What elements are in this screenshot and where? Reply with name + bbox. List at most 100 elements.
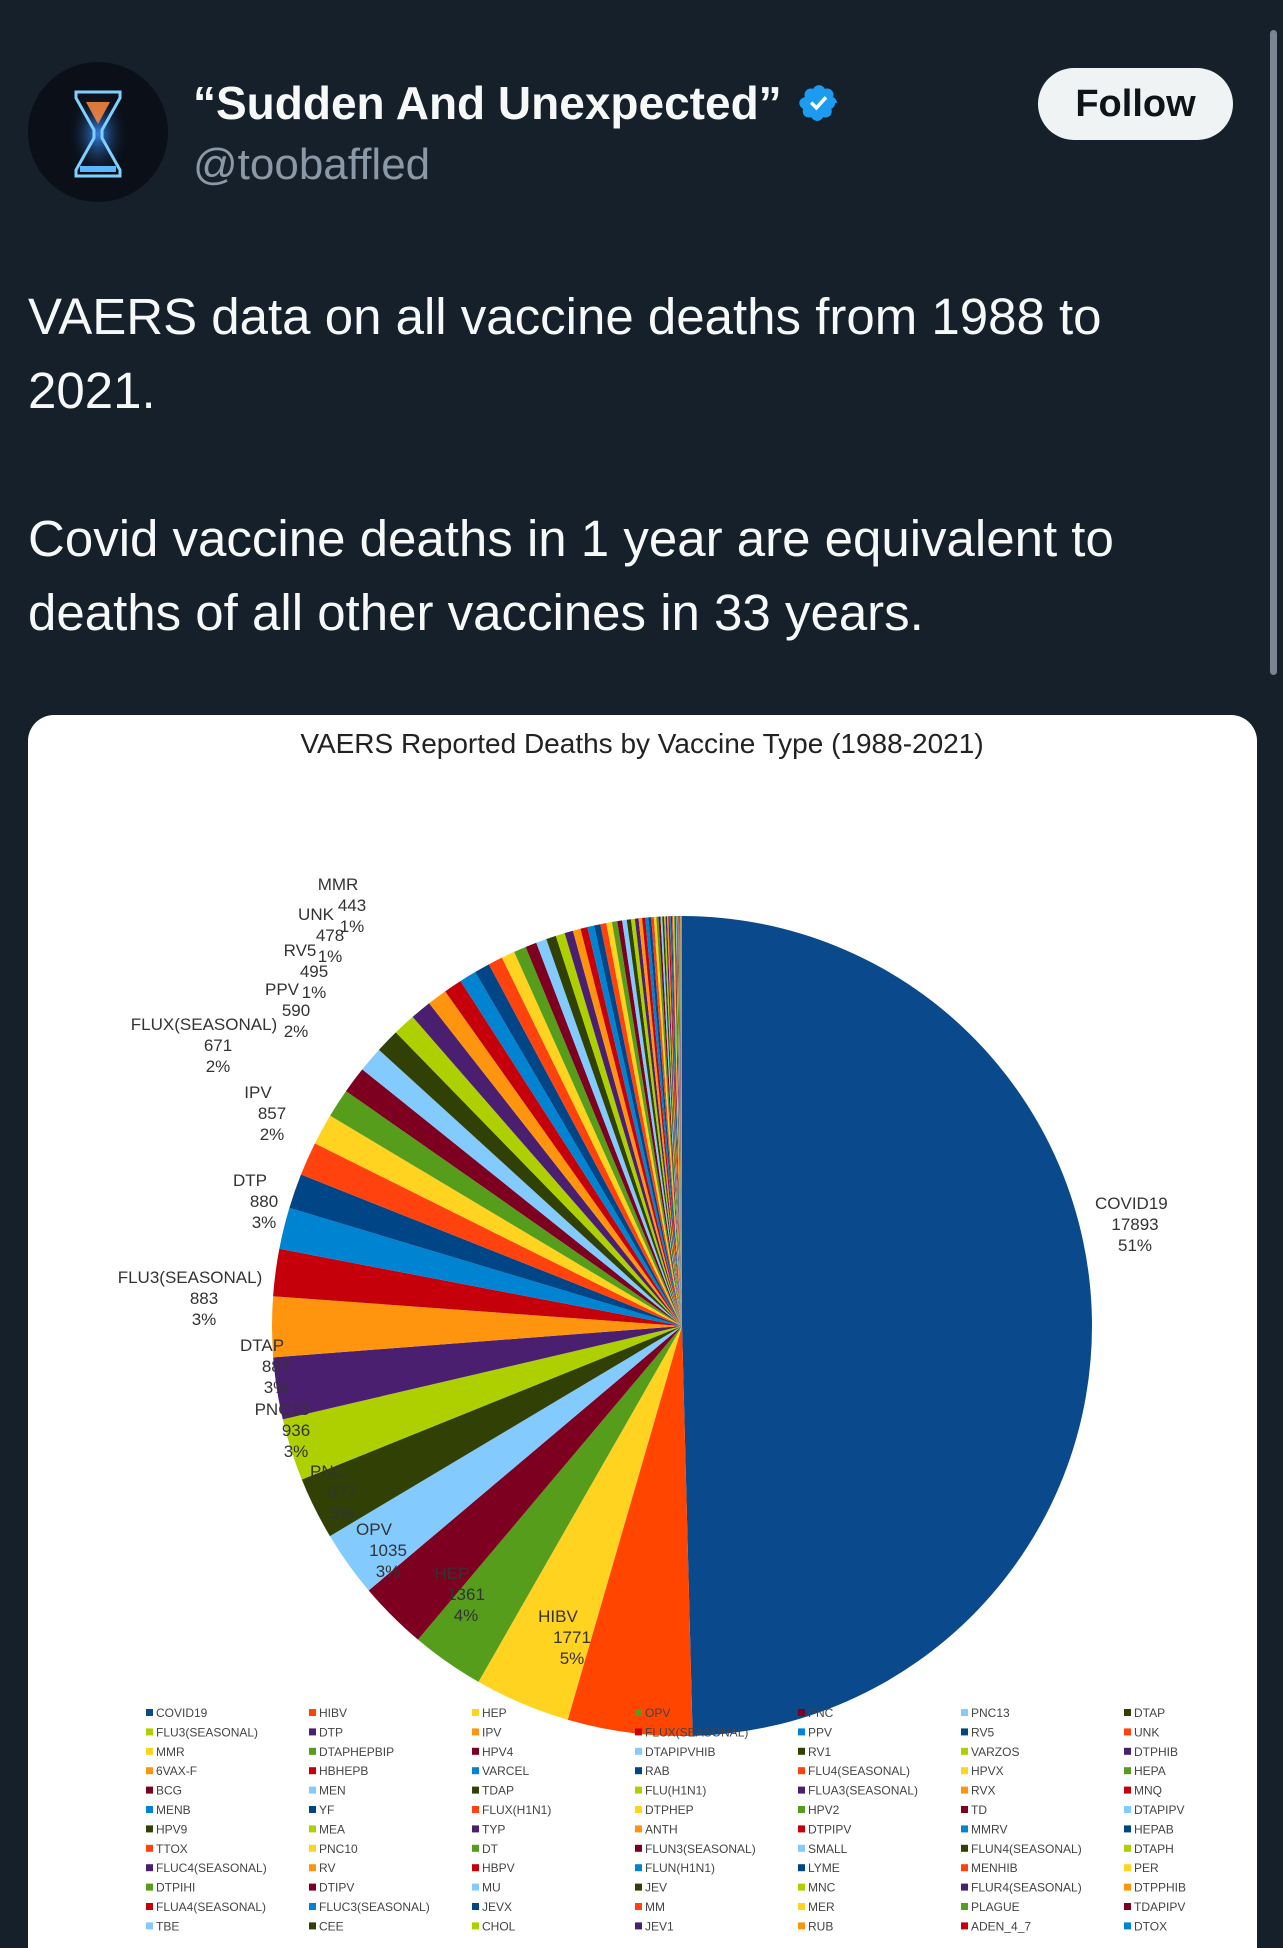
pie-slice-fluc3-seasonal- (679, 916, 682, 1326)
legend-label: HEPAB (1134, 1822, 1174, 1836)
slice-label-flux-seasonal-: FLUX(SEASONAL) 671 2% (131, 1015, 277, 1076)
slice-label-flu3-seasonal-: FLU3(SEASONAL) 883 3% (118, 1268, 263, 1329)
pie-slice-dtaph (664, 916, 682, 1326)
pie-slice-menhib (672, 916, 682, 1326)
legend-label: FLUC3(SEASONAL) (319, 1900, 430, 1914)
legend-label: HPV2 (808, 1803, 840, 1817)
avatar[interactable] (28, 62, 168, 202)
pie-slice-varcel (460, 972, 682, 1326)
pie-slice-hpvx (501, 951, 682, 1326)
legend-swatch (472, 1709, 479, 1716)
pie-slice-hpv9 (626, 919, 682, 1326)
legend-swatch (146, 1922, 153, 1930)
legend-swatch (961, 1883, 968, 1891)
page-scrollbar[interactable] (1270, 30, 1277, 675)
legend-swatch (961, 1844, 968, 1852)
legend-swatch (472, 1883, 479, 1891)
legend-label: DTAPIPVHIB (645, 1745, 715, 1759)
legend-swatch (146, 1709, 153, 1716)
legend-swatch (309, 1709, 316, 1716)
legend-label: MMR (156, 1745, 185, 1759)
legend-label: HIBV (319, 1706, 347, 1720)
legend-label: FLUC4(SEASONAL) (156, 1861, 267, 1875)
pie-slice-tdapipv (681, 916, 682, 1326)
legend-label: CHOL (482, 1919, 516, 1933)
slice-label-hep: HEP 1361 4% (435, 1564, 485, 1625)
legend-label: HPV4 (482, 1745, 514, 1759)
pie-slice-flun-h1n1- (669, 916, 682, 1326)
pie-slice-td (617, 920, 682, 1326)
legend-swatch (309, 1922, 316, 1930)
pie-slice-rv (667, 916, 682, 1326)
slice-label-opv: OPV 1035 3% (356, 1520, 407, 1581)
pie-slice-lyme (670, 916, 682, 1326)
legend-label: DTAPH (1134, 1842, 1174, 1856)
legend-swatch (635, 1786, 642, 1794)
pie-slice-hepab (648, 917, 682, 1326)
pie-slice-opv (417, 1326, 682, 1682)
legend-swatch (798, 1709, 805, 1716)
legend-swatch (1124, 1883, 1131, 1891)
pie-slice-6vax-f (429, 991, 682, 1326)
pie-slice-ipv (272, 1296, 682, 1358)
pie-slice-jevx (679, 916, 682, 1326)
follow-button[interactable]: Follow (1038, 68, 1233, 140)
legend-label: PNC (808, 1706, 834, 1720)
legend-swatch (961, 1728, 968, 1736)
legend-swatch (961, 1864, 968, 1872)
legend-swatch (472, 1747, 479, 1755)
legend-swatch (472, 1767, 479, 1775)
legend-label: HPVX (971, 1764, 1004, 1778)
pie-slice-mmrv (645, 917, 682, 1326)
pie-slice-flu-h1n1- (555, 933, 682, 1326)
pie-slice-plague (680, 916, 682, 1326)
pie-slice-mm (680, 916, 682, 1326)
legend-swatch (798, 1747, 805, 1755)
legend-label: FLUA4(SEASONAL) (156, 1900, 266, 1914)
pie-slice-pnc (368, 1326, 682, 1640)
legend-swatch (961, 1767, 968, 1775)
legend-label: DTPHIB (1134, 1745, 1178, 1759)
legend-label: CEE (319, 1919, 344, 1933)
legend-swatch (1124, 1825, 1131, 1833)
legend-swatch (798, 1767, 805, 1775)
pie-slice-typ (634, 918, 682, 1326)
legend-label: DTAPIPV (1134, 1803, 1184, 1817)
tweet-media-chart[interactable]: VAERS Reported Deaths by Vaccine Type (1… (28, 715, 1257, 1948)
legend-label: TD (971, 1803, 987, 1817)
pie-slice-flux-seasonal- (273, 1248, 682, 1326)
legend-swatch (1124, 1728, 1131, 1736)
pie-slice-jev (676, 916, 682, 1326)
slice-label-dtp: DTP 880 3% (233, 1171, 278, 1232)
pie-slice-hep (478, 1326, 682, 1720)
legend-swatch (472, 1786, 479, 1794)
legend-swatch (309, 1844, 316, 1852)
legend-label: MNQ (1134, 1784, 1162, 1798)
pie-slice-hbhepb (445, 980, 682, 1326)
legend-swatch (635, 1747, 642, 1755)
legend-swatch (635, 1883, 642, 1891)
user-handle[interactable]: @toobaffled (193, 140, 431, 189)
legend-swatch (309, 1883, 316, 1891)
legend-label: FLUX(SEASONAL) (645, 1725, 748, 1739)
legend-label: TDAPIPV (1134, 1900, 1185, 1914)
legend-swatch (1124, 1844, 1131, 1852)
legend-swatch (472, 1806, 479, 1813)
pie-slice-dtphib (412, 1003, 682, 1326)
legend-swatch (798, 1883, 805, 1891)
legend-swatch (635, 1922, 642, 1930)
legend-label: MEA (319, 1822, 345, 1836)
pie-slice-per (673, 916, 682, 1326)
pie-slice-flun4-seasonal- (662, 916, 682, 1326)
legend-label: FLUR4(SEASONAL) (971, 1881, 1082, 1895)
legend-label: FLU3(SEASONAL) (156, 1725, 258, 1739)
legend-label: DTPIHI (156, 1881, 195, 1895)
legend-swatch (309, 1903, 316, 1910)
legend-label: FLUN4(SEASONAL) (971, 1842, 1082, 1856)
legend-swatch (472, 1728, 479, 1736)
legend-swatch (472, 1844, 479, 1852)
display-name[interactable]: “Sudden And Unexpected” (193, 77, 782, 129)
legend-swatch (309, 1728, 316, 1736)
legend-label: RUB (808, 1919, 833, 1933)
legend-label: HEP (482, 1706, 507, 1720)
